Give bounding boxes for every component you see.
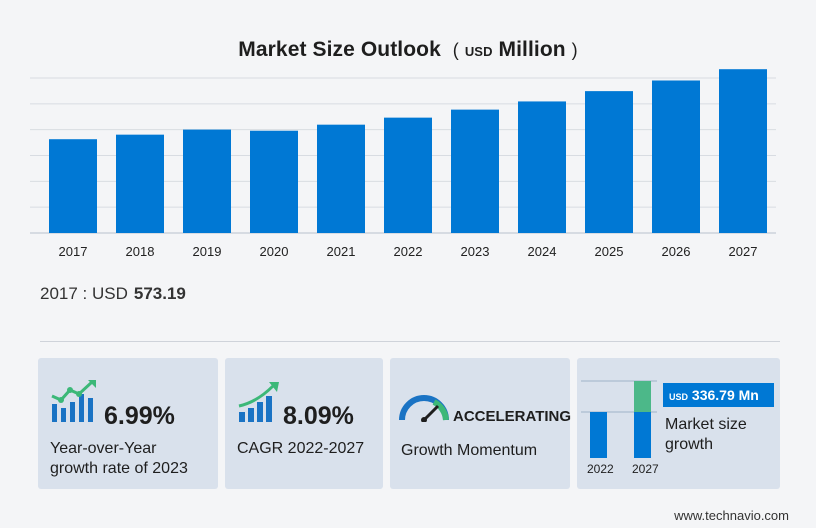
- x-tick-2017: 2017: [59, 244, 88, 259]
- bars: [49, 69, 767, 233]
- x-tick-2021: 2021: [327, 244, 356, 259]
- speedometer-icon: [399, 395, 449, 422]
- market-growth-card: 2022 2027 USD 336.79 Mn Market size grow…: [577, 358, 780, 489]
- x-tick-2026: 2026: [662, 244, 691, 259]
- x-tick-2027: 2027: [729, 244, 758, 259]
- bar-2025: [585, 91, 633, 233]
- cagr-value: 8.09%: [283, 402, 354, 430]
- x-tick-2023: 2023: [461, 244, 490, 259]
- growth-chart-icon: [51, 380, 96, 422]
- market-line1: Market size: [665, 416, 747, 433]
- unit-small: USD: [464, 44, 493, 59]
- x-tick-2024: 2024: [528, 244, 557, 259]
- badge-value: 336.79 Mn: [691, 387, 759, 403]
- bar-2017: [49, 139, 97, 233]
- bar-2018: [116, 134, 164, 233]
- first-year-label: 2017 : USD: [40, 284, 128, 303]
- yoy-card: 6.99% Year-over-Year growth rate of 2023: [38, 358, 218, 489]
- increment-badge: USD 336.79 Mn: [663, 383, 774, 407]
- first-year-number: 573.19: [133, 284, 186, 303]
- x-tick-2025: 2025: [595, 244, 624, 259]
- momentum-card: ACCELERATING Growth Momentum: [390, 358, 572, 489]
- yoy-value: 6.99%: [104, 402, 175, 430]
- cagr-label: CAGR 2022-2027: [237, 440, 365, 457]
- year-2027: 2027: [632, 462, 659, 476]
- bar-growth-icon: [238, 382, 279, 422]
- title-text: Market Size Outlook: [238, 38, 441, 61]
- bar-chart: 2017 2018 2019 2020 2021 2022 2023 2024 2025 2026…: [30, 69, 776, 259]
- bar-2024: [518, 101, 566, 233]
- yoy-line2: growth rate of 2023: [50, 460, 188, 477]
- year-2022: 2022: [587, 462, 614, 476]
- momentum-value: ACCELERATING: [453, 408, 572, 425]
- bar-2019: [183, 129, 231, 233]
- yoy-line1: Year-over-Year: [50, 440, 157, 457]
- bar-2026: [652, 80, 700, 233]
- divider: [40, 341, 780, 342]
- x-tick-2020: 2020: [260, 244, 289, 259]
- bar-2021: [317, 124, 365, 233]
- cagr-card: 8.09% CAGR 2022-2027: [225, 358, 383, 489]
- footer-site: www.technavio.com: [674, 508, 789, 523]
- paren-open: (: [452, 40, 459, 60]
- x-tick-2018: 2018: [126, 244, 155, 259]
- increment-bars-icon: [581, 380, 657, 458]
- market-line2: growth: [665, 436, 714, 453]
- bar-2027: [719, 69, 767, 233]
- momentum-label: Growth Momentum: [401, 442, 538, 459]
- x-tick-2019: 2019: [193, 244, 222, 259]
- first-year-value: 2017 : USD 573.19: [40, 284, 186, 304]
- x-tick-labels: 2017 2018 2019 2020 2021 2022 2023 2024 2025 2026…: [59, 244, 758, 259]
- unit-word: Million: [498, 38, 566, 61]
- x-tick-2022: 2022: [394, 244, 423, 259]
- bar-2023: [451, 109, 499, 233]
- badge-unit: USD: [669, 392, 689, 402]
- chart-title: Market Size Outlook ( USD Million ): [0, 38, 816, 62]
- bar-2022: [384, 117, 432, 233]
- bar-2020: [250, 130, 298, 233]
- paren-close: ): [571, 40, 578, 60]
